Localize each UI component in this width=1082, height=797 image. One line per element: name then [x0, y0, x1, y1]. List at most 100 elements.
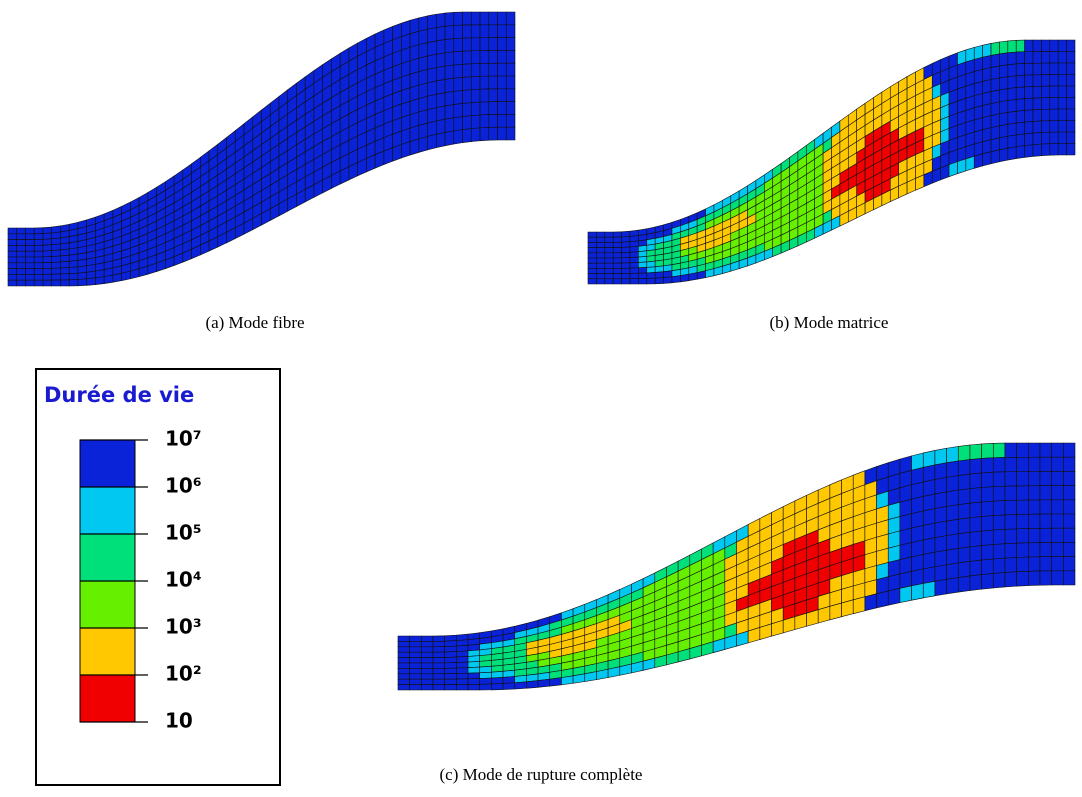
- mesh-cell: [397, 635, 410, 642]
- mesh-cell: [911, 568, 924, 587]
- mesh-cell: [432, 662, 445, 669]
- legend-label: 10³: [165, 615, 202, 639]
- mesh-cell: [462, 37, 472, 52]
- mesh-cell: [887, 587, 901, 606]
- mesh-cell: [1032, 109, 1042, 122]
- mesh-cell: [479, 683, 492, 691]
- mesh-cell: [957, 575, 971, 593]
- mesh-cell: [638, 250, 648, 258]
- mesh-cell: [946, 475, 959, 493]
- mesh-cell: [436, 65, 446, 82]
- mesh-cell: [488, 11, 498, 26]
- mesh-cell: [981, 515, 994, 532]
- mesh-cell: [42, 273, 53, 281]
- mesh-cell: [1041, 131, 1051, 145]
- mesh-cell: [549, 677, 562, 687]
- mesh-cell: [1051, 527, 1064, 543]
- mesh-cell: [1032, 120, 1042, 134]
- mesh-cell: [1057, 74, 1067, 87]
- mesh-cell: [969, 501, 982, 519]
- mesh-cell: [42, 250, 53, 258]
- mesh-cell: [409, 138, 420, 156]
- mesh-cell: [1066, 85, 1076, 98]
- mesh-cell: [646, 277, 656, 285]
- mesh-cell: [934, 578, 947, 597]
- mesh-cell: [922, 450, 936, 468]
- mesh-cell: [7, 262, 18, 269]
- mesh-cell: [1041, 108, 1051, 122]
- mesh-cell: [51, 267, 61, 275]
- mesh-cell: [505, 24, 516, 38]
- mesh-cell: [981, 471, 994, 488]
- mesh-cell: [1004, 442, 1017, 458]
- mesh-cell: [1063, 442, 1076, 458]
- mesh-cell: [444, 684, 457, 691]
- mesh-cell: [946, 577, 959, 595]
- mesh-cell: [1057, 143, 1067, 156]
- mesh-cell: [42, 232, 53, 240]
- mesh-cell: [33, 268, 44, 275]
- mesh-cell: [1051, 499, 1064, 515]
- mesh-cell: [453, 50, 463, 66]
- mesh-cell: [1049, 108, 1059, 121]
- mesh-cell: [621, 251, 631, 259]
- mesh-cell: [934, 447, 947, 466]
- mesh-cell: [42, 238, 53, 246]
- mesh-cell: [462, 50, 472, 65]
- legend-label: 10⁶: [165, 474, 202, 498]
- mesh-cell: [25, 245, 35, 252]
- mesh-cell: [934, 564, 947, 582]
- mesh-cell: [992, 485, 1006, 502]
- mesh-cell: [432, 668, 445, 675]
- mesh-cell: [397, 662, 410, 669]
- mesh-cell: [1063, 527, 1076, 543]
- mesh-cell: [427, 120, 437, 137]
- mesh-cell: [990, 137, 1000, 153]
- mesh-cell: [992, 529, 1006, 545]
- mesh-cell: [1051, 471, 1064, 486]
- mesh-cell: [418, 15, 428, 32]
- mesh-cell: [1066, 97, 1076, 110]
- mesh-cell: [502, 682, 516, 690]
- mesh-cell: [629, 251, 639, 258]
- mesh-cell: [654, 265, 664, 273]
- mesh-cell: [990, 101, 1000, 116]
- mesh-cell: [479, 75, 490, 90]
- mesh-cell: [1016, 485, 1029, 501]
- mesh-cell: [7, 268, 18, 275]
- mesh-cell: [479, 88, 490, 103]
- mesh-cell: [479, 62, 490, 77]
- mesh-cell: [688, 272, 698, 282]
- legend-label: 10²: [165, 662, 202, 686]
- mesh-cell: [488, 126, 498, 141]
- mesh-cell: [401, 141, 411, 159]
- mesh-cell: [587, 262, 597, 269]
- mesh-cell: [421, 662, 434, 669]
- mesh-cell: [899, 585, 912, 604]
- mesh-cell: [16, 233, 26, 240]
- mesh-cell: [467, 655, 481, 663]
- mesh-cell: [1057, 97, 1067, 110]
- mesh-cell: [969, 472, 982, 489]
- mesh-cell: [444, 645, 457, 653]
- mesh-cell: [409, 641, 422, 648]
- mesh-cell: [587, 278, 597, 285]
- mesh-cell: [969, 545, 982, 562]
- mesh-cell: [999, 76, 1009, 91]
- mesh-cell: [957, 459, 971, 476]
- mesh-cell: [456, 672, 469, 680]
- mesh-cell: [462, 24, 472, 39]
- mesh-cell: [604, 247, 614, 254]
- mesh-cell: [537, 678, 551, 688]
- mesh-cell: [497, 62, 507, 77]
- mesh-cell: [505, 62, 516, 77]
- mesh-cell: [1051, 485, 1064, 501]
- mesh-cell: [418, 28, 428, 46]
- mesh-cell: [899, 570, 912, 589]
- mesh-cell: [427, 13, 437, 30]
- mesh-cell: [1041, 97, 1051, 110]
- mesh-cell: [1032, 62, 1042, 76]
- mesh-cell: [612, 273, 622, 280]
- mesh-cell: [1004, 571, 1017, 588]
- mesh-cell: [427, 93, 437, 111]
